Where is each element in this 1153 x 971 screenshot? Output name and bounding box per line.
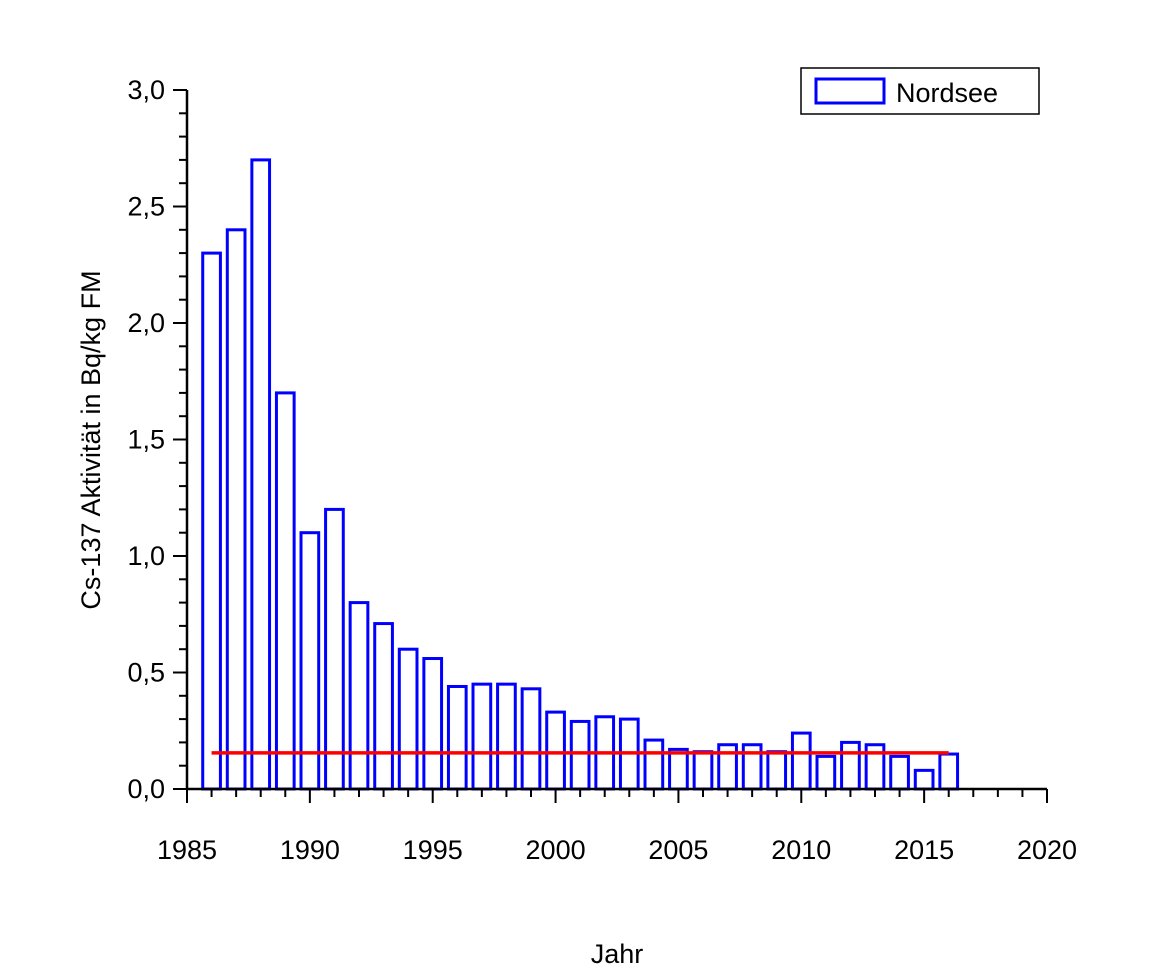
bar-2001	[569, 719, 591, 791]
y-tick-label: 3,0	[127, 75, 165, 105]
bar-2006	[692, 750, 714, 791]
bars	[201, 158, 960, 791]
x-tick-label: 2005	[648, 835, 708, 865]
bar-1991	[324, 507, 345, 791]
y-tick-label: 0,0	[127, 774, 165, 804]
bar-1986	[201, 251, 222, 791]
bar-1992	[348, 601, 370, 791]
bar-1988	[250, 158, 272, 791]
x-tick-label: 1995	[403, 835, 463, 865]
bar-1994	[397, 647, 419, 791]
bar-1996	[446, 684, 468, 791]
bar-1990	[299, 531, 321, 791]
bar-1997	[471, 682, 493, 791]
x-tick-label: 1985	[157, 835, 217, 865]
bar-1999	[520, 687, 542, 791]
bar-2015	[913, 768, 935, 791]
y-tick-label: 1,0	[127, 541, 165, 571]
bar-2004	[643, 738, 665, 791]
ticks: 1985 1990 1995 2000 2005 2010 2015 2020 0,0 0,5 1,…	[127, 75, 1077, 865]
bar-1989	[274, 391, 296, 791]
x-tick-label: 1990	[280, 835, 340, 865]
y-tick-label: 1,5	[127, 425, 165, 455]
bar-2000	[545, 710, 566, 791]
bar-2014	[889, 754, 910, 791]
x-tick-label: 2010	[771, 835, 831, 865]
bar-2009	[766, 750, 788, 791]
x-tick-label: 2000	[526, 835, 586, 865]
y-tick-label: 0,5	[127, 658, 165, 688]
y-tick-label: 2,5	[127, 192, 165, 222]
legend-swatch	[814, 77, 886, 105]
bar-2016	[938, 752, 960, 791]
bar-1995	[422, 657, 444, 791]
x-axis-label: Jahr	[591, 939, 644, 966]
legend-label: Nordsee	[896, 78, 998, 108]
y-tick-label: 2,0	[127, 308, 165, 338]
bar-2012	[840, 740, 861, 791]
legend: Nordsee	[800, 67, 1040, 115]
y-axis-label: Cs-137 Aktivität in Bq/kg FM	[76, 270, 106, 609]
bar-1998	[496, 682, 517, 791]
bar-2005	[668, 747, 689, 791]
bar-1993	[373, 622, 394, 791]
bar-1987	[225, 228, 247, 791]
bar-2010	[790, 731, 812, 791]
x-tick-label: 2015	[894, 835, 954, 865]
x-tick-label: 2020	[1017, 835, 1077, 865]
bar-2011	[815, 754, 837, 791]
